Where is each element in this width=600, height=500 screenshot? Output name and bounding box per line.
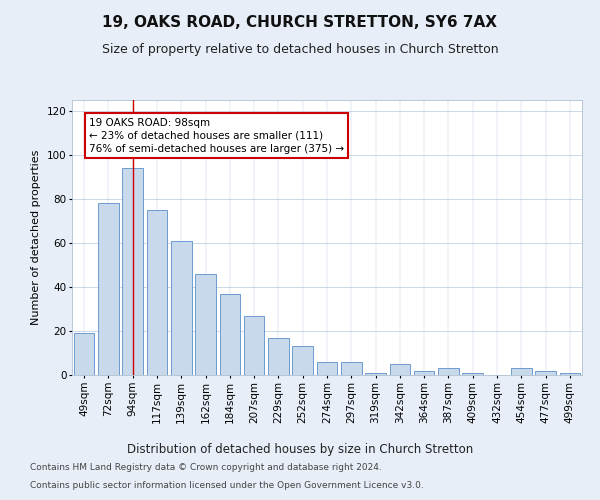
Bar [74,333,94,375]
Bar [389,364,410,375]
Bar [171,241,191,375]
Bar [122,168,143,375]
Bar [317,362,337,375]
Y-axis label: Number of detached properties: Number of detached properties [31,150,41,325]
Bar [463,373,483,375]
Bar [195,274,216,375]
Text: Distribution of detached houses by size in Church Stretton: Distribution of detached houses by size … [127,442,473,456]
Bar [365,373,386,375]
Text: 19 OAKS ROAD: 98sqm
← 23% of detached houses are smaller (111)
76% of semi-detac: 19 OAKS ROAD: 98sqm ← 23% of detached ho… [89,118,344,154]
Text: Contains public sector information licensed under the Open Government Licence v3: Contains public sector information licen… [30,481,424,490]
Bar [220,294,240,375]
Bar [414,370,434,375]
Bar [292,346,313,375]
Bar [535,370,556,375]
Bar [511,368,532,375]
Bar [146,210,167,375]
Bar [341,362,362,375]
Text: Contains HM Land Registry data © Crown copyright and database right 2024.: Contains HM Land Registry data © Crown c… [30,464,382,472]
Bar [438,368,459,375]
Bar [560,373,580,375]
Bar [98,204,119,375]
Bar [244,316,265,375]
Text: 19, OAKS ROAD, CHURCH STRETTON, SY6 7AX: 19, OAKS ROAD, CHURCH STRETTON, SY6 7AX [103,15,497,30]
Text: Size of property relative to detached houses in Church Stretton: Size of property relative to detached ho… [101,42,499,56]
Bar [268,338,289,375]
